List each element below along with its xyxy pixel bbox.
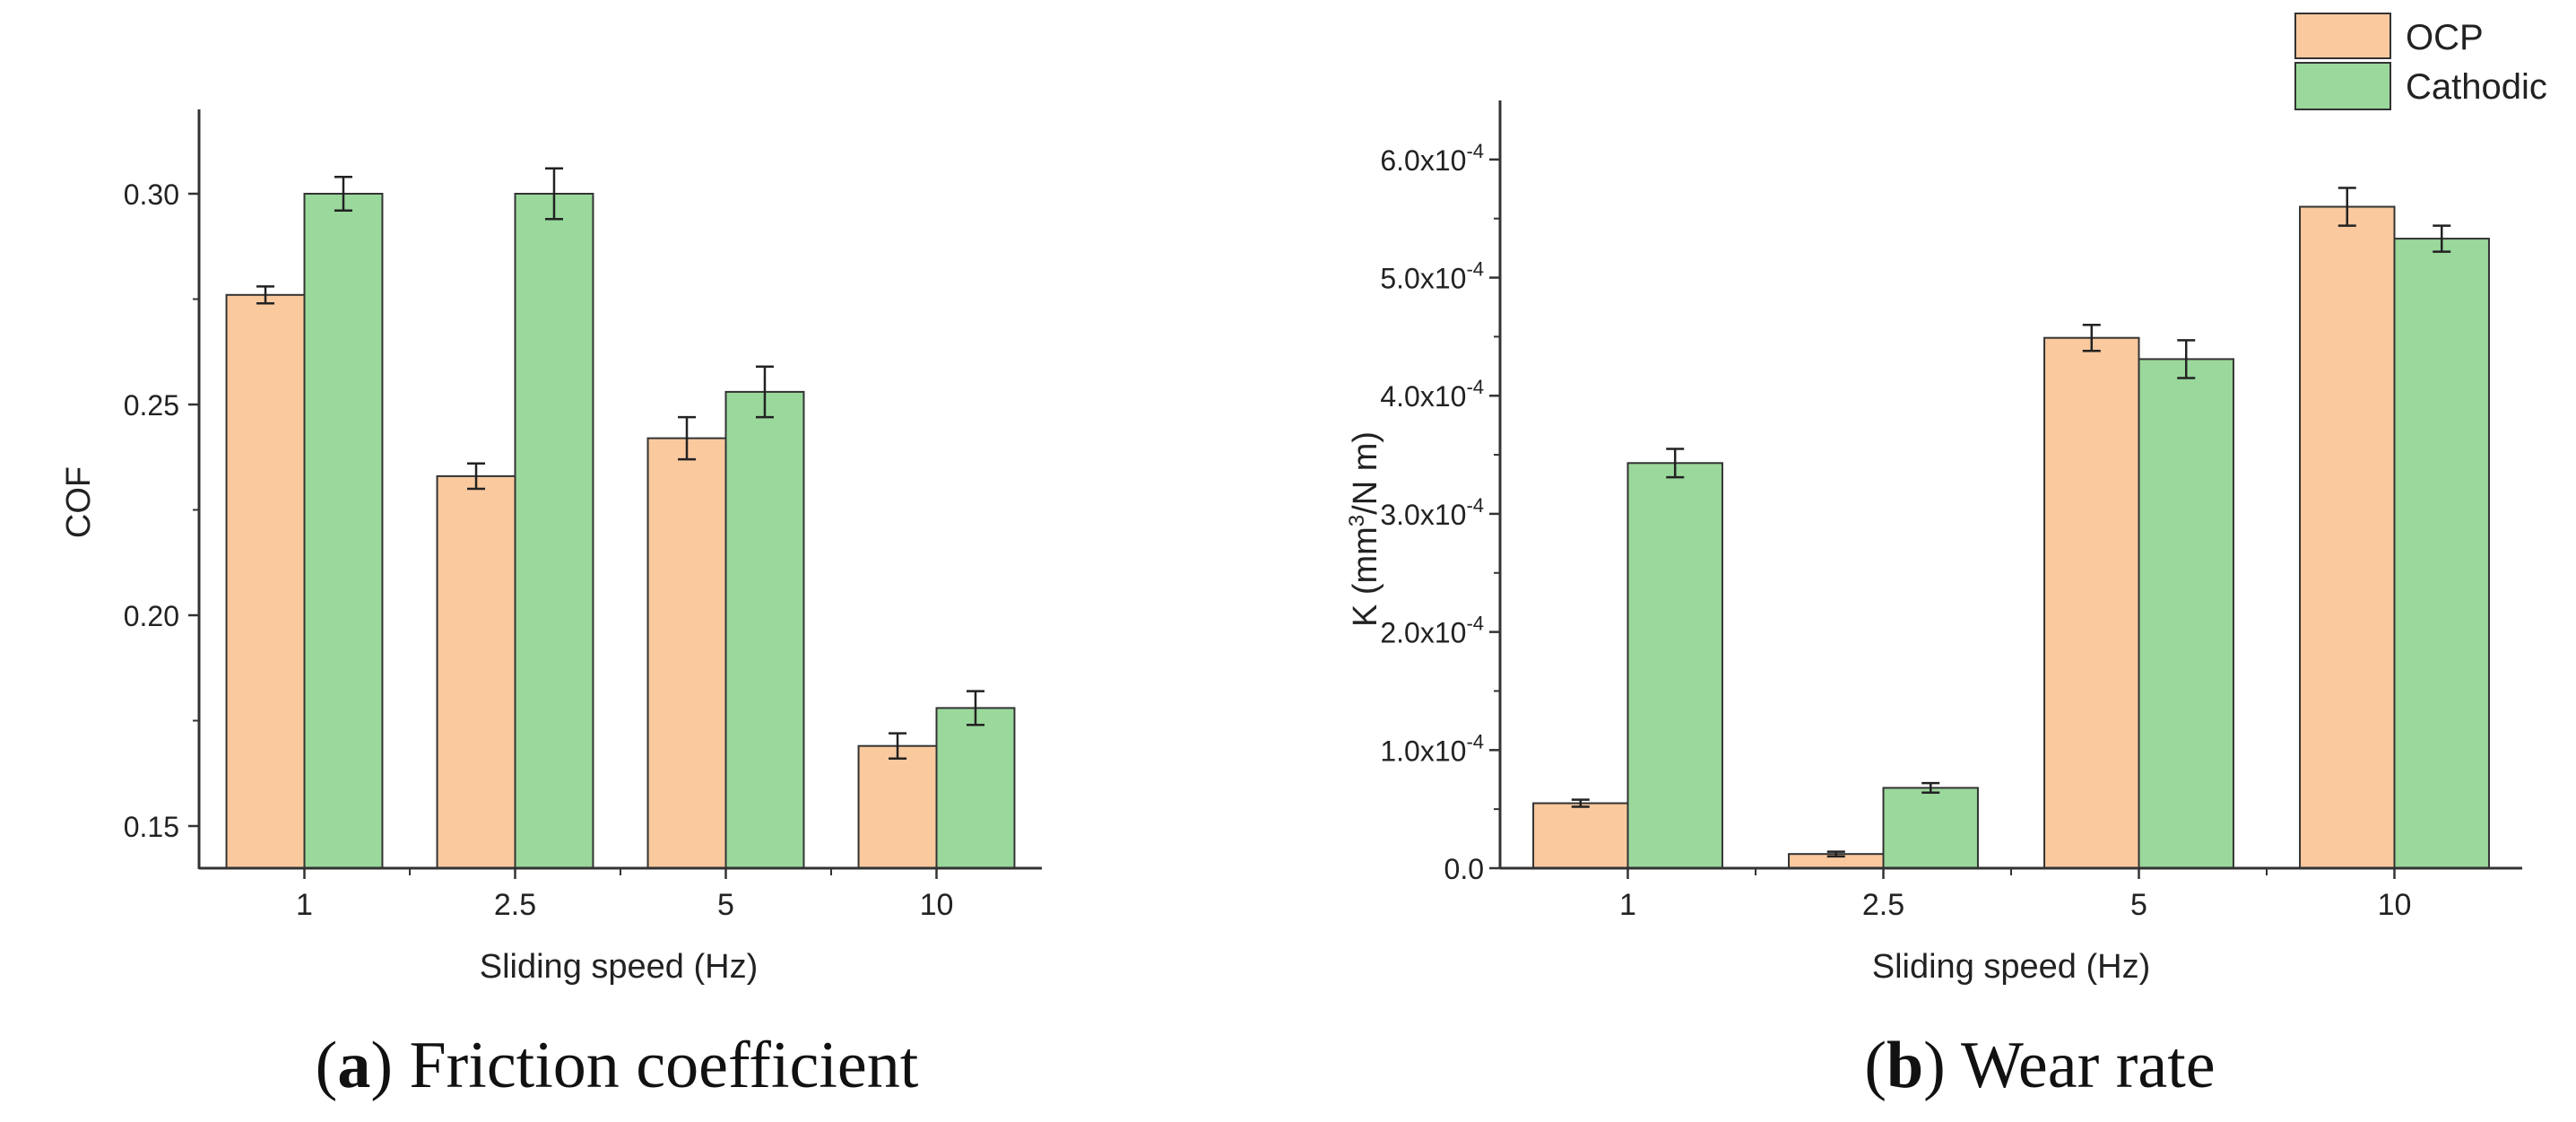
y-tick-label: 6.0x10-4	[1380, 140, 1484, 177]
x-tick-label: 1	[1619, 888, 1636, 922]
y-ticks: 0.15 0.20 0.25 0.30	[124, 178, 199, 843]
caption-b-letter: b	[1886, 1029, 1923, 1102]
x-axis-label: Sliding speed (Hz)	[480, 948, 758, 986]
y-axis-label: K (mm3/N m)	[1345, 431, 1384, 627]
bar-ocp-5	[646, 437, 727, 869]
x-tick-label: 10	[920, 888, 954, 922]
x-tick-label: 2.5	[1862, 888, 1904, 922]
legend-swatch-cathodic	[2294, 62, 2391, 110]
bar-ocp-10	[2299, 205, 2396, 869]
bar-ocp-1	[225, 293, 306, 869]
legend-swatch-ocp	[2294, 13, 2391, 59]
bars	[1532, 205, 2490, 870]
bar-cathodic-2.5	[514, 193, 594, 869]
chart-friction-coefficient: 0.15 0.20 0.25 0.30 1 2.5 5 10 COF Sliding spe…	[60, 109, 1042, 986]
error-bars	[1571, 187, 2451, 858]
caption-a-text: Friction coefficient	[409, 1029, 918, 1102]
legend: OCP Cathodic	[2294, 13, 2547, 110]
caption-a-letter: a	[337, 1029, 370, 1102]
x-ticks: 1 2.5 5 10	[1619, 868, 2411, 922]
bar-cathodic-1	[303, 193, 384, 869]
y-tick-label: 5.0x10-4	[1380, 258, 1484, 295]
bar-ocp-5	[2043, 336, 2140, 869]
x-tick-label: 2.5	[494, 888, 536, 922]
x-ticks: 1 2.5 5 10	[296, 868, 953, 922]
x-tick-label: 5	[2130, 888, 2147, 922]
y-tick-label: 1.0x10-4	[1380, 730, 1484, 767]
y-tick-label: 2.0x10-4	[1380, 613, 1484, 649]
y-tick-label: 0.15	[124, 811, 179, 843]
chart-wear-rate: 0.0 1.0x10-4 2.0x10-4 3.0x10-4 4.0x10-4 5.0x1…	[1345, 100, 2522, 986]
caption-a: (a) Friction coefficient	[316, 1029, 919, 1102]
error-bars	[256, 167, 984, 761]
y-axis-label-main: K (mm	[1347, 526, 1384, 627]
x-axis-label: Sliding speed (Hz)	[1872, 948, 2150, 986]
bar-cathodic-10	[935, 707, 1016, 870]
y-tick-label: 0.25	[124, 389, 179, 422]
bar-ocp-1	[1532, 802, 1629, 869]
legend-label-ocp: OCP	[2406, 18, 2484, 57]
caption-b: (b) Wear rate	[1864, 1029, 2215, 1102]
bar-ocp-2.5	[436, 474, 516, 870]
bar-ocp-10	[857, 744, 938, 870]
bar-cathodic-2.5	[1882, 787, 1979, 869]
x-tick-label: 5	[717, 888, 734, 922]
y-tick-label: 4.0x10-4	[1380, 376, 1484, 413]
y-ticks: 0.0 1.0x10-4 2.0x10-4 3.0x10-4 4.0x10-4 5.0x1…	[1380, 140, 1500, 885]
y-axis-label-sup: 3	[1345, 515, 1369, 526]
bar-cathodic-5	[724, 390, 805, 869]
bar-cathodic-10	[2393, 238, 2490, 869]
x-tick-label: 1	[296, 888, 313, 922]
y-tick-label: 0.20	[124, 600, 179, 632]
bar-cathodic-5	[2138, 358, 2234, 870]
bar-cathodic-1	[1626, 462, 1723, 870]
y-tick-label: 3.0x10-4	[1380, 494, 1484, 531]
y-axis-label: COF	[60, 466, 98, 538]
caption-b-text: Wear rate	[1961, 1029, 2216, 1102]
bars	[225, 193, 1016, 870]
x-tick-label: 10	[2378, 888, 2412, 922]
y-tick-label: 0.30	[124, 178, 179, 211]
legend-label-cathodic: Cathodic	[2406, 67, 2547, 107]
y-tick-label: 0.0	[1444, 853, 1484, 885]
y-axis-label-rest: /N m)	[1347, 431, 1384, 515]
